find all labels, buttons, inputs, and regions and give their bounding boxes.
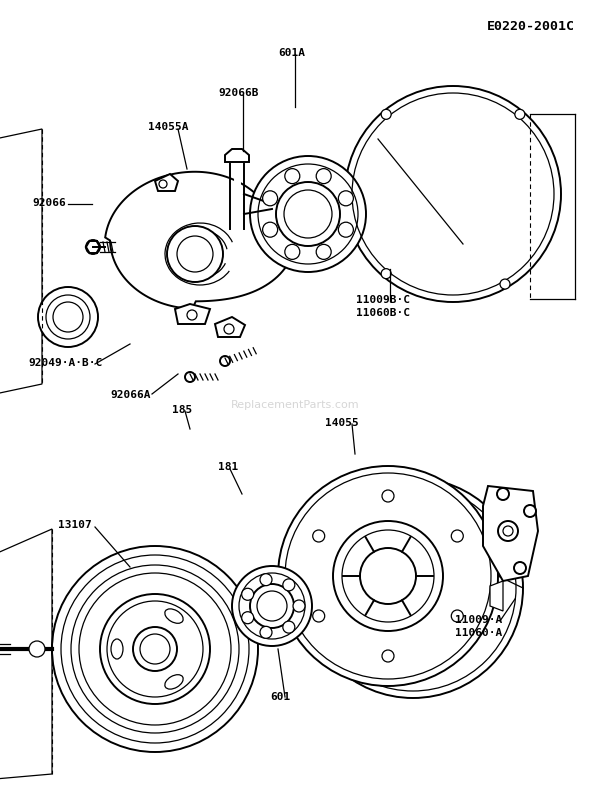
Text: E0220-2001C: E0220-2001C	[487, 20, 575, 33]
Text: 11009B·C: 11009B·C	[356, 295, 410, 304]
Circle shape	[382, 491, 394, 503]
Polygon shape	[175, 304, 210, 324]
Circle shape	[86, 241, 100, 255]
Text: 92066A: 92066A	[110, 389, 150, 400]
Circle shape	[220, 357, 230, 366]
Circle shape	[313, 610, 324, 622]
Text: 13107: 13107	[58, 520, 92, 529]
Text: 14055: 14055	[325, 418, 359, 427]
Polygon shape	[225, 150, 249, 163]
Circle shape	[514, 562, 526, 574]
Circle shape	[278, 467, 498, 686]
Circle shape	[497, 488, 509, 500]
Circle shape	[382, 650, 394, 662]
Circle shape	[360, 548, 416, 604]
Circle shape	[283, 622, 295, 634]
Circle shape	[283, 579, 295, 591]
Circle shape	[52, 546, 258, 752]
Text: 92066: 92066	[32, 198, 65, 208]
Text: 11060B·C: 11060B·C	[356, 308, 410, 318]
Circle shape	[260, 574, 272, 586]
Circle shape	[303, 479, 523, 698]
Polygon shape	[483, 487, 538, 581]
Circle shape	[263, 223, 278, 238]
Circle shape	[293, 601, 305, 612]
Text: 14055A: 14055A	[148, 122, 188, 132]
Circle shape	[242, 612, 254, 624]
Text: 92066B: 92066B	[218, 88, 258, 98]
Ellipse shape	[165, 675, 183, 689]
Text: ReplacementParts.com: ReplacementParts.com	[231, 400, 359, 410]
Circle shape	[381, 269, 391, 279]
Circle shape	[285, 169, 300, 185]
Text: 601A: 601A	[278, 48, 305, 58]
Circle shape	[313, 530, 324, 542]
Circle shape	[339, 192, 353, 206]
Circle shape	[451, 530, 463, 542]
Circle shape	[451, 610, 463, 622]
Text: 11060·A: 11060·A	[455, 627, 502, 638]
Ellipse shape	[111, 639, 123, 659]
Circle shape	[285, 245, 300, 260]
Circle shape	[185, 373, 195, 382]
Polygon shape	[0, 529, 52, 779]
Circle shape	[250, 157, 366, 273]
Polygon shape	[105, 173, 295, 309]
Text: 601: 601	[270, 691, 290, 701]
Polygon shape	[0, 130, 42, 394]
Circle shape	[345, 87, 561, 303]
Circle shape	[250, 585, 294, 628]
Text: 11009·A: 11009·A	[455, 614, 502, 624]
Circle shape	[38, 287, 98, 348]
Circle shape	[29, 642, 45, 657]
Circle shape	[167, 226, 223, 283]
Ellipse shape	[165, 609, 183, 623]
Circle shape	[500, 279, 510, 290]
Text: 185: 185	[172, 405, 192, 414]
Text: 181: 181	[218, 462, 238, 471]
Circle shape	[498, 521, 518, 541]
Polygon shape	[155, 175, 178, 192]
Text: 92049·A·B·C: 92049·A·B·C	[28, 357, 102, 368]
Circle shape	[260, 626, 272, 638]
Circle shape	[515, 110, 525, 120]
Circle shape	[381, 110, 391, 120]
Circle shape	[316, 169, 331, 185]
Circle shape	[339, 223, 353, 238]
Circle shape	[177, 237, 213, 273]
Circle shape	[242, 589, 254, 601]
Circle shape	[263, 192, 278, 206]
Circle shape	[133, 627, 177, 671]
Circle shape	[232, 566, 312, 646]
Circle shape	[316, 245, 331, 260]
Circle shape	[276, 183, 340, 247]
Polygon shape	[215, 318, 245, 337]
Circle shape	[333, 521, 443, 631]
Circle shape	[524, 505, 536, 517]
Polygon shape	[490, 581, 503, 611]
